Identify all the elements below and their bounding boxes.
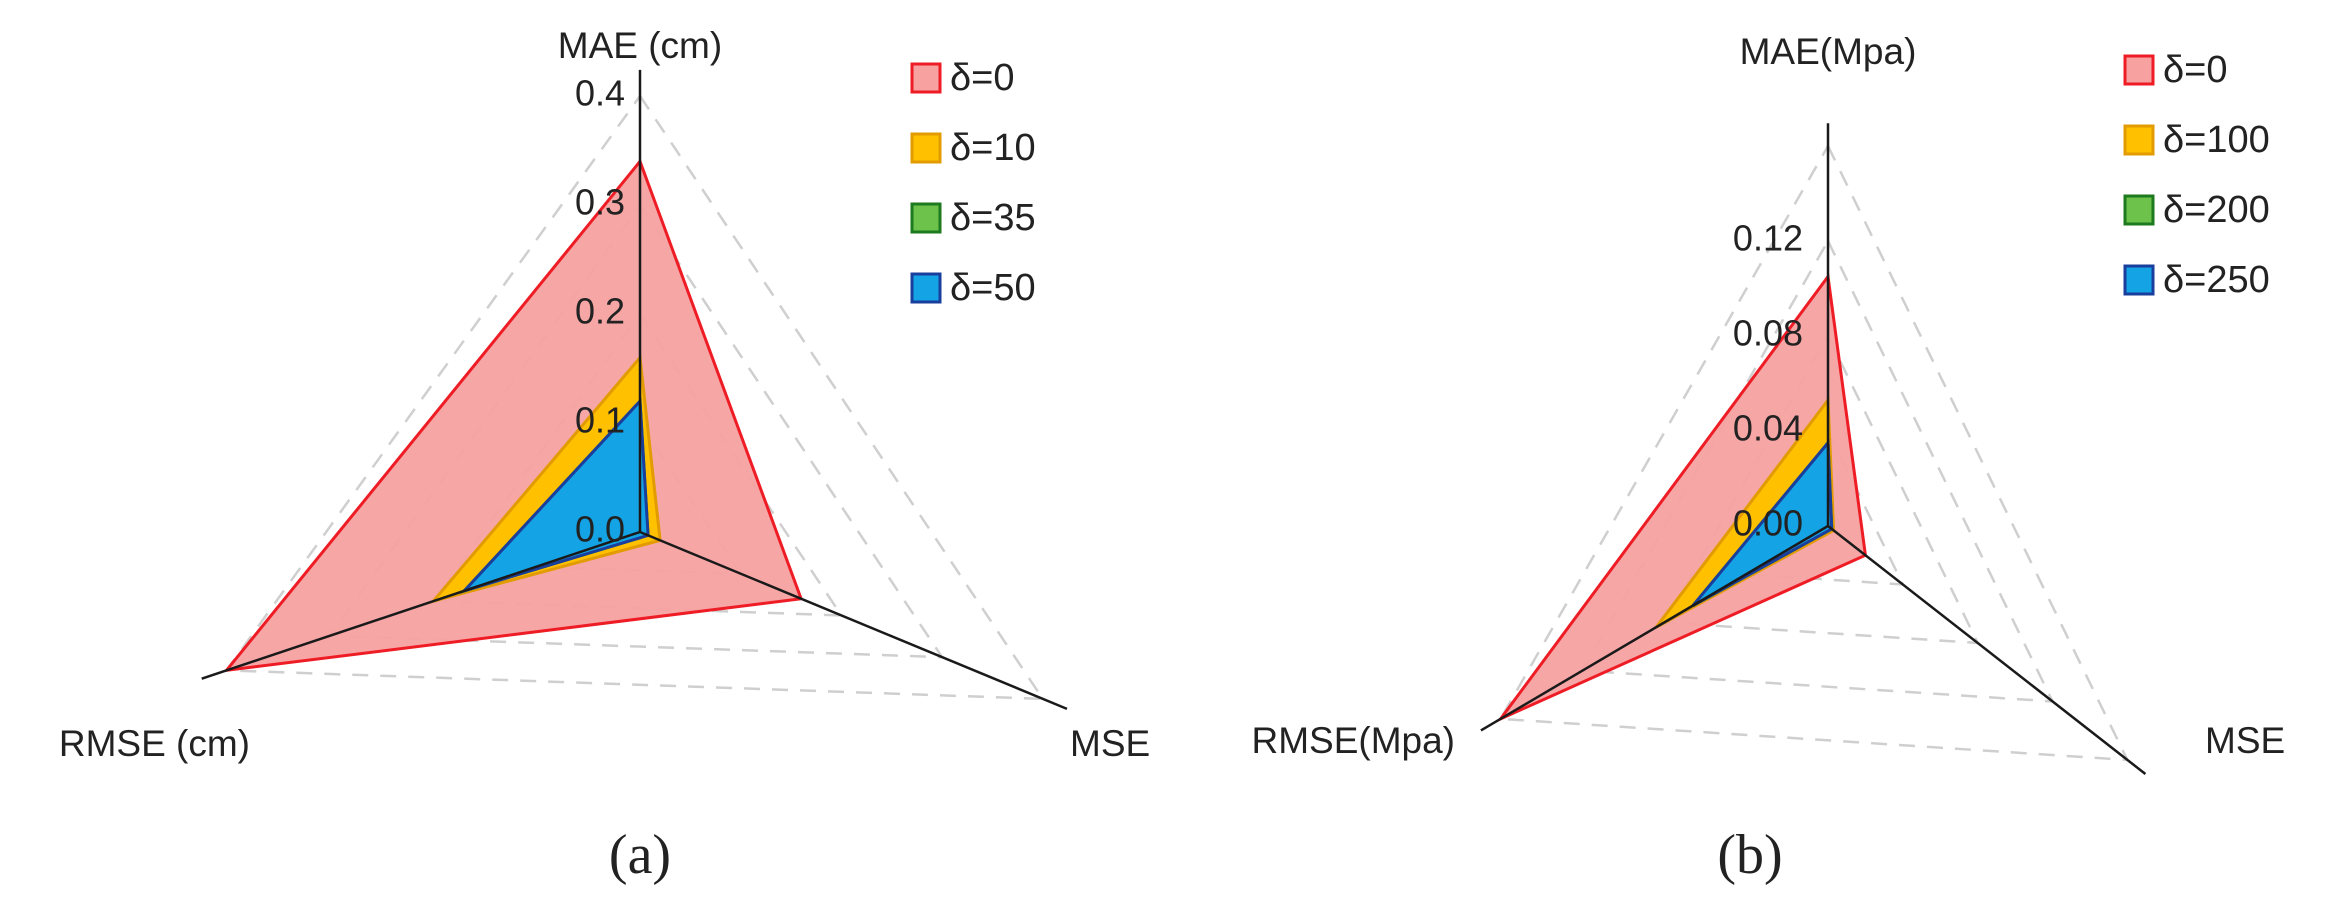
axis-line xyxy=(639,530,1068,711)
legend: δ=0 δ=100 δ=200 δ=250 xyxy=(2123,49,2270,301)
axis-label: MAE(Mpa) xyxy=(1740,31,1917,72)
legend-label: δ=50 xyxy=(950,267,1036,309)
series-1-polygon xyxy=(1495,272,1868,723)
series-1-polygon xyxy=(223,158,804,673)
legend-swatch xyxy=(910,202,942,234)
legend-swatch xyxy=(2123,194,2155,226)
grid-ring xyxy=(1580,238,2055,703)
tick-label: 0.2 xyxy=(575,291,625,332)
series-4-polygon xyxy=(1691,438,1834,607)
axis-label: RMSE (cm) xyxy=(59,723,250,764)
legend-swatch xyxy=(2123,124,2155,156)
tick-label: 0.0 xyxy=(575,509,625,550)
legend-label: δ=100 xyxy=(2163,119,2270,161)
axis-label: MAE (cm) xyxy=(558,25,722,66)
axis-label: MSE xyxy=(2205,720,2285,761)
legend-label: δ=0 xyxy=(2163,49,2227,91)
grid-ring xyxy=(1744,428,1905,586)
figure-caption: (a) xyxy=(609,824,671,886)
tick-label: 0.00 xyxy=(1733,503,1803,544)
grid-ring xyxy=(327,202,945,659)
tick-label: 0.04 xyxy=(1733,408,1803,449)
figure-caption: (b) xyxy=(1717,824,1782,886)
tick-label: 0.4 xyxy=(575,73,625,114)
legend-swatch xyxy=(910,132,942,164)
legend-label: δ=10 xyxy=(950,127,1036,169)
legend-swatch xyxy=(2123,264,2155,296)
grid-ring xyxy=(1498,143,2130,762)
tick-label: 0.1 xyxy=(575,400,625,441)
legend-label: δ=35 xyxy=(950,197,1036,239)
legend-label: δ=0 xyxy=(950,57,1014,99)
axis-line xyxy=(1827,525,2147,775)
axis-line xyxy=(1480,524,1829,732)
axis-label: MSE xyxy=(1070,723,1150,764)
axis-label: RMSE(Mpa) xyxy=(1251,720,1455,761)
legend-swatch xyxy=(910,272,942,304)
axis-line xyxy=(201,530,641,680)
legend-label: δ=250 xyxy=(2163,259,2270,301)
legend-swatch xyxy=(2123,54,2155,86)
radar-chart-b: 0.000.040.080.12MAE(Mpa)MSERMSE(Mpa)δ=0δ… xyxy=(1251,31,2285,886)
legend-label: δ=200 xyxy=(2163,189,2270,231)
series-2-polygon xyxy=(1654,395,1836,629)
legend-swatch xyxy=(910,62,942,94)
grid-ring xyxy=(224,93,1046,701)
tick-label: 0.12 xyxy=(1733,218,1803,259)
tick-label: 0.3 xyxy=(575,182,625,223)
tick-label: 0.08 xyxy=(1733,313,1803,354)
legend: δ=0 δ=10 δ=35 δ=50 xyxy=(910,57,1036,309)
